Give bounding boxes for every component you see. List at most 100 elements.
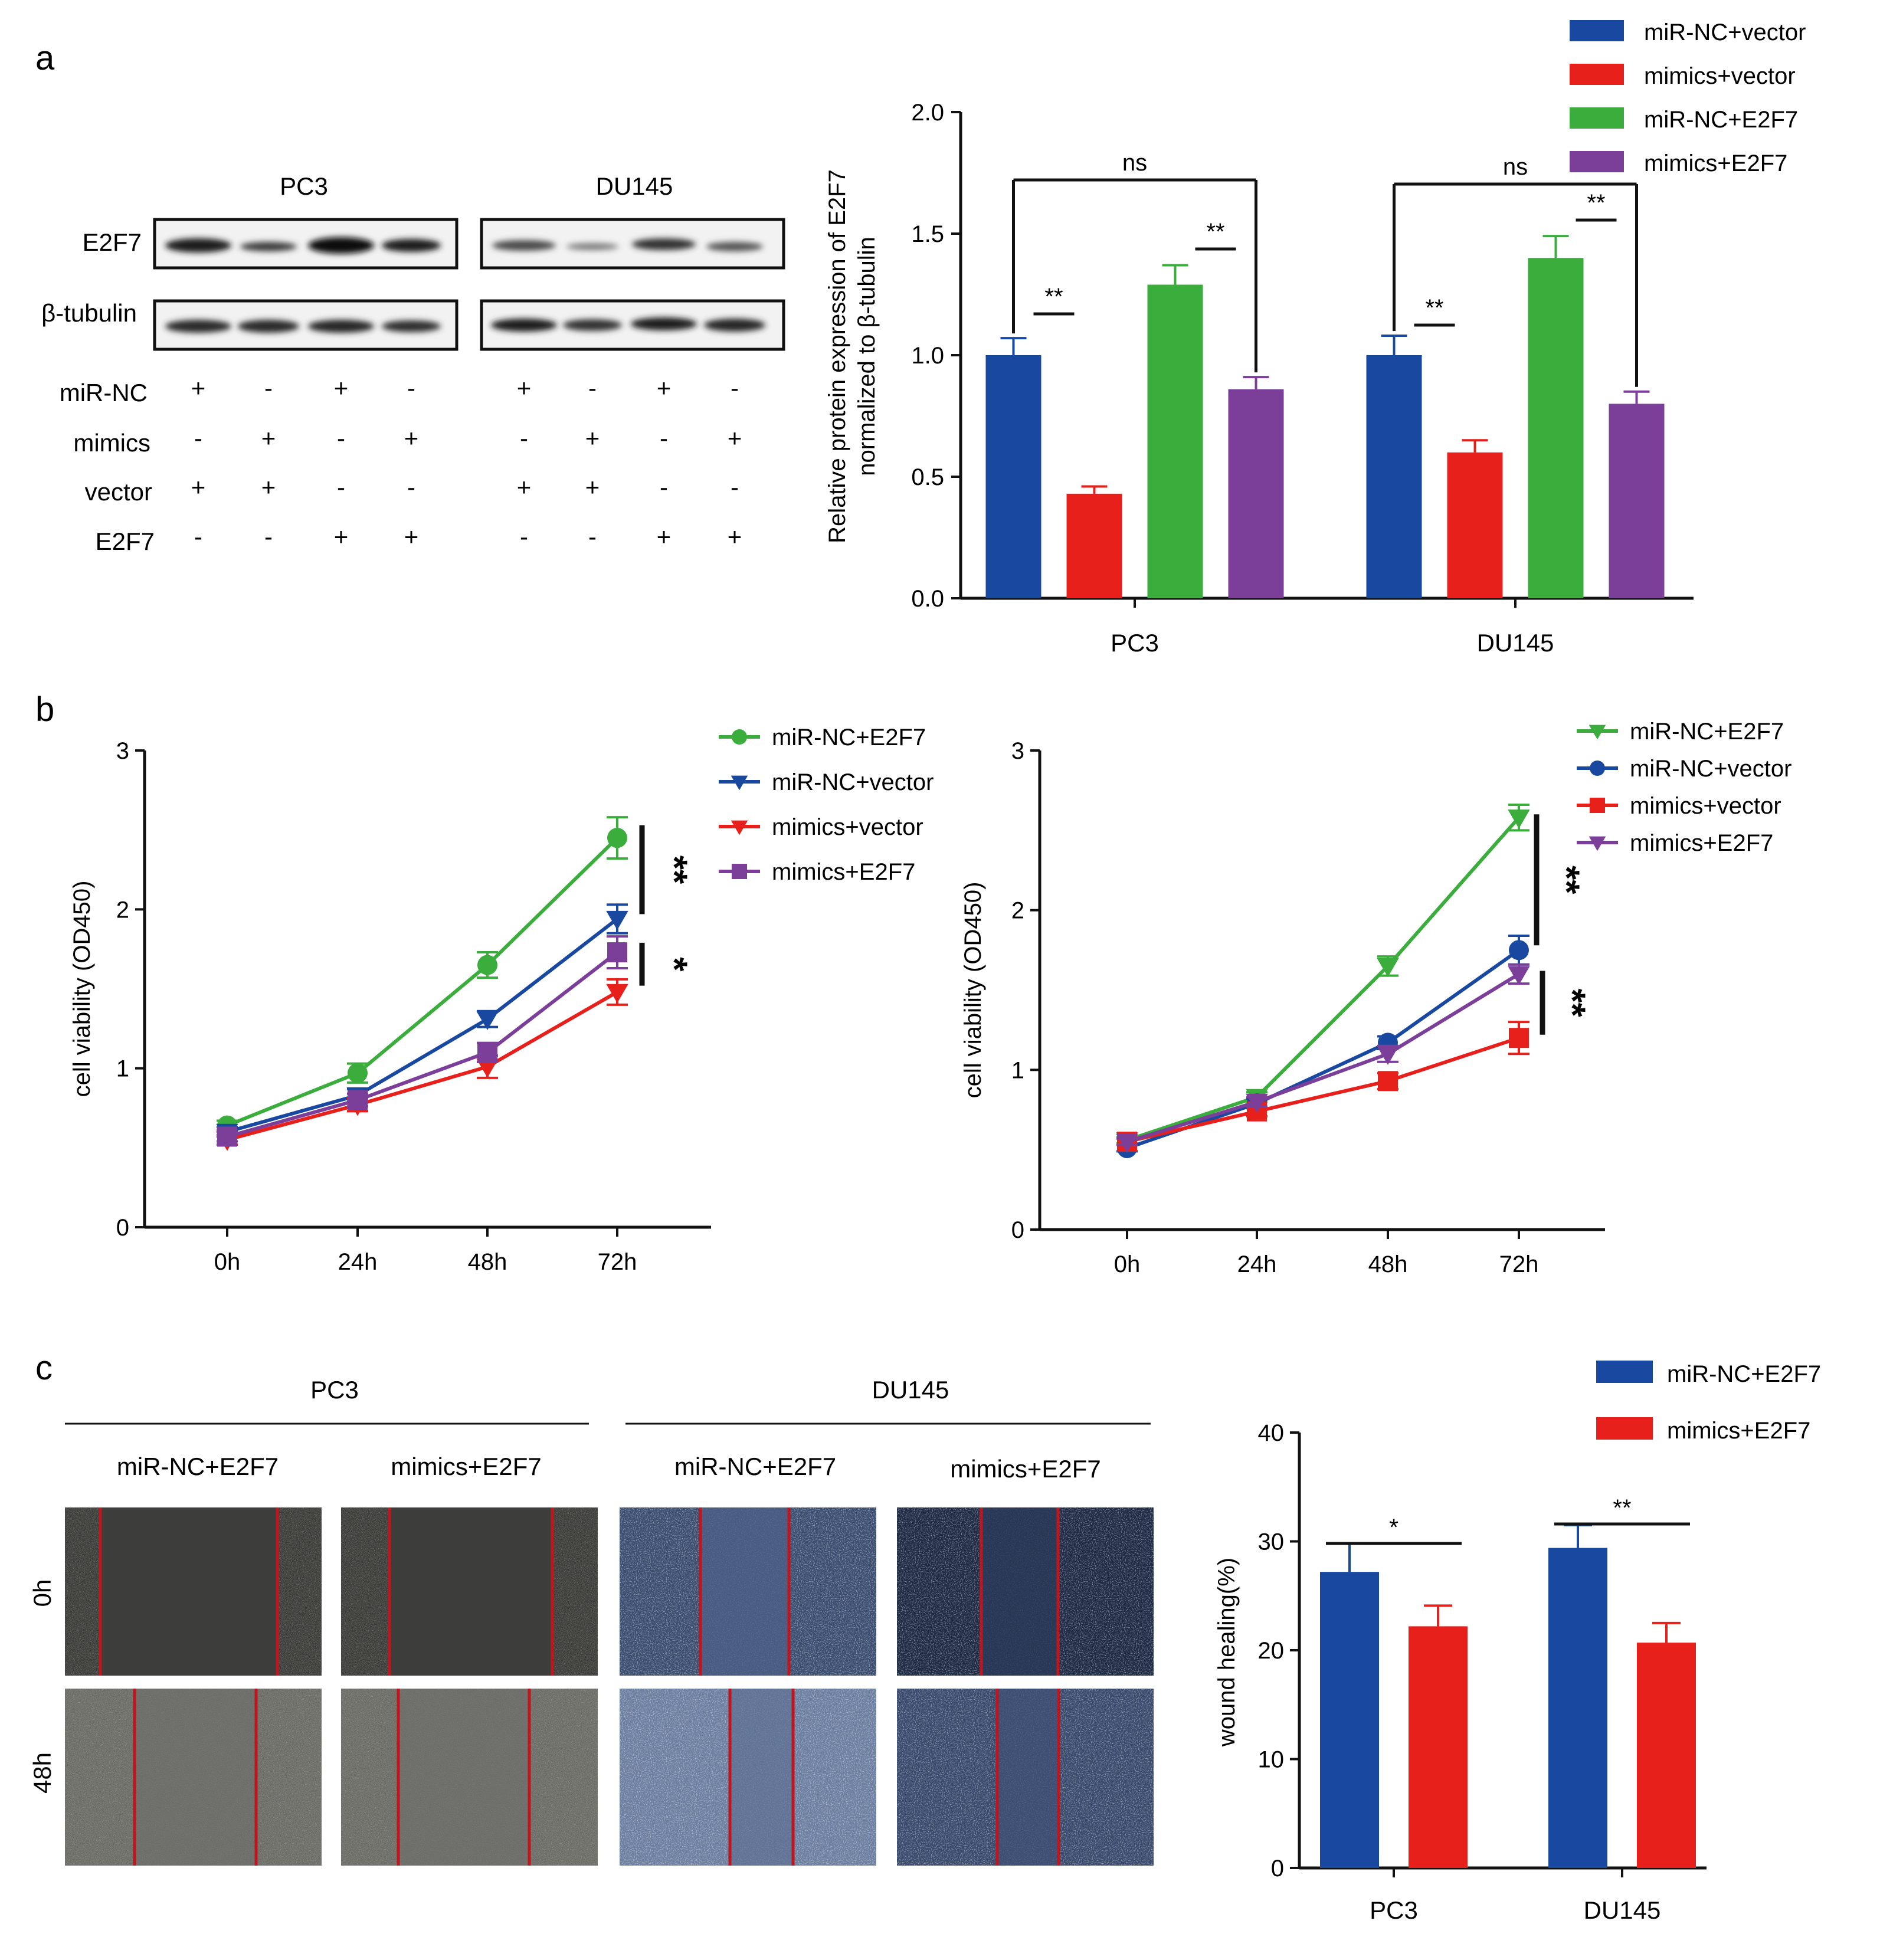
series-miR-NC+E2F7 bbox=[217, 816, 628, 1136]
blot-band bbox=[704, 319, 765, 332]
scratch-image-du145-mimics-0h bbox=[897, 1507, 1154, 1676]
series-line bbox=[1126, 1036, 1519, 1144]
scratch-cell-pc3: PC3 bbox=[310, 1376, 359, 1404]
chart-b-viability-left: 0 1 2 3 cell viability (OD450) 0h 24h 48h 72h miR… bbox=[69, 725, 934, 1275]
blot-band bbox=[631, 317, 697, 330]
blot-sign: - bbox=[588, 374, 597, 402]
scratch-image-pc3-nc-0h bbox=[65, 1507, 322, 1676]
significance-bracket: ** bbox=[1414, 295, 1455, 327]
blot-sign: - bbox=[520, 523, 528, 550]
legend-label: miR-NC+E2F7 bbox=[1667, 1361, 1821, 1387]
legend-swatch-miR-NC+E2F7 bbox=[1570, 107, 1624, 129]
y-axis-label: cell viability (OD450) bbox=[69, 881, 95, 1097]
series-line bbox=[226, 836, 619, 1128]
data-point bbox=[1509, 940, 1529, 961]
legend-marker bbox=[1588, 836, 1606, 851]
y-tick-label: 2 bbox=[1011, 898, 1024, 924]
y-axis-label-line1: Relative protein expression of E2F7 bbox=[824, 169, 850, 543]
blot-sign: + bbox=[728, 523, 742, 550]
series-line bbox=[227, 950, 618, 1139]
x-tick-label: PC3 bbox=[1111, 629, 1159, 657]
blot-band bbox=[382, 239, 441, 252]
legend-label: miR-NC+E2F7 bbox=[1644, 107, 1798, 133]
scratch-time-0h: 0h bbox=[28, 1579, 56, 1607]
y-tick-label: 2 bbox=[116, 897, 129, 923]
blot-sign: + bbox=[191, 473, 206, 501]
significance-label: ** bbox=[654, 856, 695, 884]
bar-mimics+vector-DU145 bbox=[1447, 452, 1503, 598]
y-tick-label: 1 bbox=[116, 1056, 129, 1082]
blot-band bbox=[238, 320, 299, 333]
significance-label: ** bbox=[1044, 284, 1063, 310]
data-point bbox=[476, 1011, 499, 1030]
blot-sign: + bbox=[517, 473, 532, 501]
significance-bracket: ** bbox=[1195, 219, 1236, 251]
series-mimics+vector bbox=[216, 978, 628, 1151]
blot-sign: + bbox=[585, 473, 600, 501]
blot-row-label: vector bbox=[85, 478, 152, 506]
series-miR-NC+E2F7 bbox=[1116, 804, 1530, 1152]
scratch-group-1: miR-NC+E2F7 bbox=[117, 1453, 279, 1480]
y-tick-label: 0.5 bbox=[911, 464, 944, 490]
legend-marker bbox=[1588, 725, 1606, 740]
x-tick-label: 72h bbox=[598, 1249, 637, 1275]
blot-band bbox=[566, 243, 618, 250]
significance-label: ** bbox=[1206, 219, 1224, 245]
legend-label: mimics+vector bbox=[1630, 793, 1781, 819]
chart-b-viability-right: 0 1 2 3 cell viability (OD450) 0h 24h 48h 72h miR… bbox=[960, 719, 1791, 1277]
y-tick-label: 1.5 bbox=[911, 221, 944, 247]
blot-band bbox=[240, 242, 297, 251]
scratch-image-pc3-mimics-48h bbox=[341, 1689, 598, 1866]
y-tick-label: 1 bbox=[1011, 1057, 1024, 1083]
blot-sign: + bbox=[728, 424, 742, 452]
panel-label-c: c bbox=[35, 1349, 53, 1387]
data-point bbox=[476, 1058, 499, 1078]
blot-sign: + bbox=[657, 523, 672, 550]
blot-sign: - bbox=[264, 374, 273, 402]
x-tick-label: 72h bbox=[1499, 1251, 1539, 1277]
significance-bracket: ** bbox=[1576, 190, 1617, 222]
y-tick-label: 1.0 bbox=[911, 343, 944, 369]
y-axis-label: wound healing(%) bbox=[1214, 1558, 1240, 1747]
significance-label: * bbox=[654, 957, 695, 972]
blot-protein-tubulin: β-tubulin bbox=[41, 299, 137, 327]
blot-sign: - bbox=[337, 473, 345, 501]
bar-miR-NC+E2F7-DU145 bbox=[1528, 258, 1584, 598]
data-point bbox=[1508, 809, 1530, 829]
bar-miR-NC+E2F7-DU145 bbox=[1548, 1548, 1607, 1868]
scratch-cell-du145: DU145 bbox=[872, 1376, 949, 1404]
legend-label: mimics+vector bbox=[1644, 63, 1796, 89]
blot-sign: + bbox=[334, 523, 349, 550]
blot-sign: - bbox=[660, 424, 668, 452]
blot-sign: + bbox=[261, 473, 276, 501]
data-point bbox=[1378, 1071, 1398, 1092]
bar-mimics+vector-PC3 bbox=[1066, 493, 1122, 598]
y-tick-label: 10 bbox=[1258, 1747, 1285, 1773]
scratch-image-pc3-mimics-0h bbox=[341, 1507, 598, 1676]
series-miR-NC+vector bbox=[216, 903, 628, 1143]
x-tick-label: 48h bbox=[1368, 1251, 1408, 1277]
legend-label: mimics+E2F7 bbox=[1667, 1418, 1810, 1444]
blot-sign: - bbox=[660, 473, 668, 501]
series-line bbox=[1126, 948, 1520, 1150]
data-point bbox=[348, 1090, 368, 1110]
series-line bbox=[227, 917, 618, 1134]
x-tick-label: 48h bbox=[468, 1249, 507, 1275]
scratch-group-3: miR-NC+E2F7 bbox=[674, 1453, 836, 1480]
y-axis-label: cell viability (OD450) bbox=[960, 882, 986, 1099]
data-point bbox=[606, 910, 628, 930]
blot-band bbox=[165, 320, 231, 333]
data-point bbox=[1246, 1093, 1268, 1113]
data-point bbox=[477, 1042, 497, 1063]
legend-label: mimics+E2F7 bbox=[1630, 830, 1773, 856]
blot-sign: - bbox=[194, 424, 202, 452]
legend-swatch-mimics+E2F7 bbox=[1596, 1417, 1653, 1440]
legend-label: mimics+E2F7 bbox=[1644, 150, 1787, 176]
bar-miR-NC+E2F7-PC3 bbox=[1320, 1572, 1379, 1868]
legend-label: mimics+vector bbox=[772, 814, 923, 840]
legend-swatch-miR-NC+E2F7 bbox=[1596, 1361, 1653, 1383]
blot-protein-e2f7: E2F7 bbox=[83, 228, 142, 256]
blot-band bbox=[491, 319, 557, 332]
blot-sign: + bbox=[261, 424, 276, 452]
significance-label: ns bbox=[1122, 150, 1147, 176]
